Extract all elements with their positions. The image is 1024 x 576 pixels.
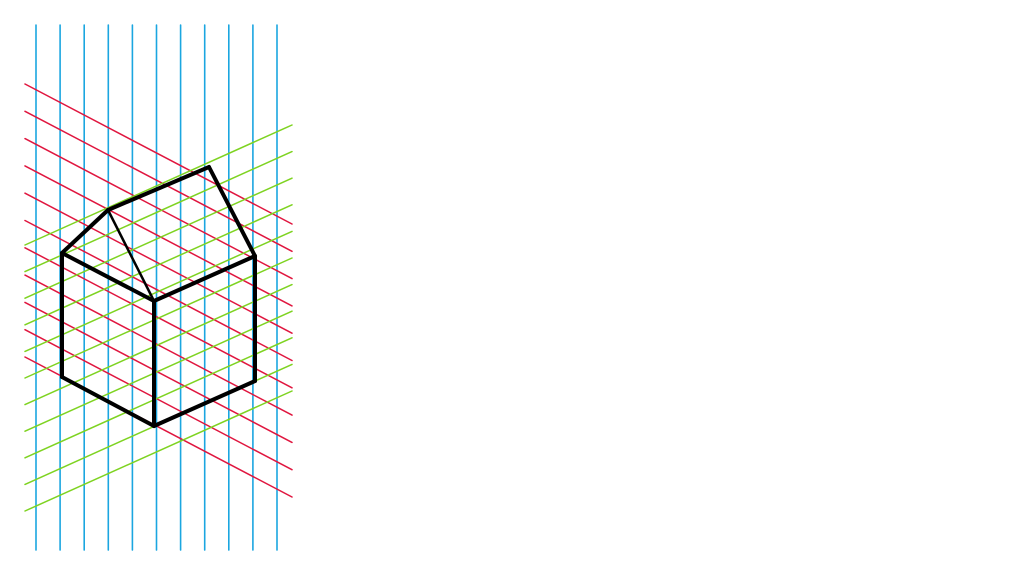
descending-grid-line <box>24 328 293 471</box>
descending-grid-line <box>24 192 293 334</box>
ascending-grid-line <box>24 124 293 246</box>
descending-grid-lines <box>24 83 293 498</box>
ascending-grid-line <box>24 150 293 273</box>
roof-right-slope <box>207 165 257 258</box>
ascending-grid-line <box>24 390 293 512</box>
roof-left-slope <box>60 208 110 255</box>
ascending-grid-lines <box>24 124 293 512</box>
ascending-grid-line <box>24 230 293 353</box>
top-right-edge <box>152 254 257 303</box>
ascending-grid-line <box>24 337 293 459</box>
ascending-grid-line <box>24 310 293 432</box>
ascending-grid-line <box>24 283 293 406</box>
vertical-grid-lines <box>35 24 278 551</box>
descending-grid-line <box>24 219 293 362</box>
bottom-right-edge <box>152 379 257 428</box>
bottom-left-edge <box>60 375 156 428</box>
top-left-edge <box>60 251 156 303</box>
descending-grid-line <box>24 137 293 280</box>
house-outline <box>60 165 257 428</box>
descending-grid-line <box>24 301 293 444</box>
roof-ridge <box>106 165 211 212</box>
ascending-grid-line <box>24 204 293 326</box>
descending-grid-line <box>24 165 293 307</box>
roof-hidden-edge <box>106 208 156 303</box>
descending-grid-line <box>24 110 293 253</box>
ascending-grid-line <box>24 257 293 379</box>
descending-grid-line <box>24 83 293 225</box>
ascending-grid-line <box>24 177 293 299</box>
